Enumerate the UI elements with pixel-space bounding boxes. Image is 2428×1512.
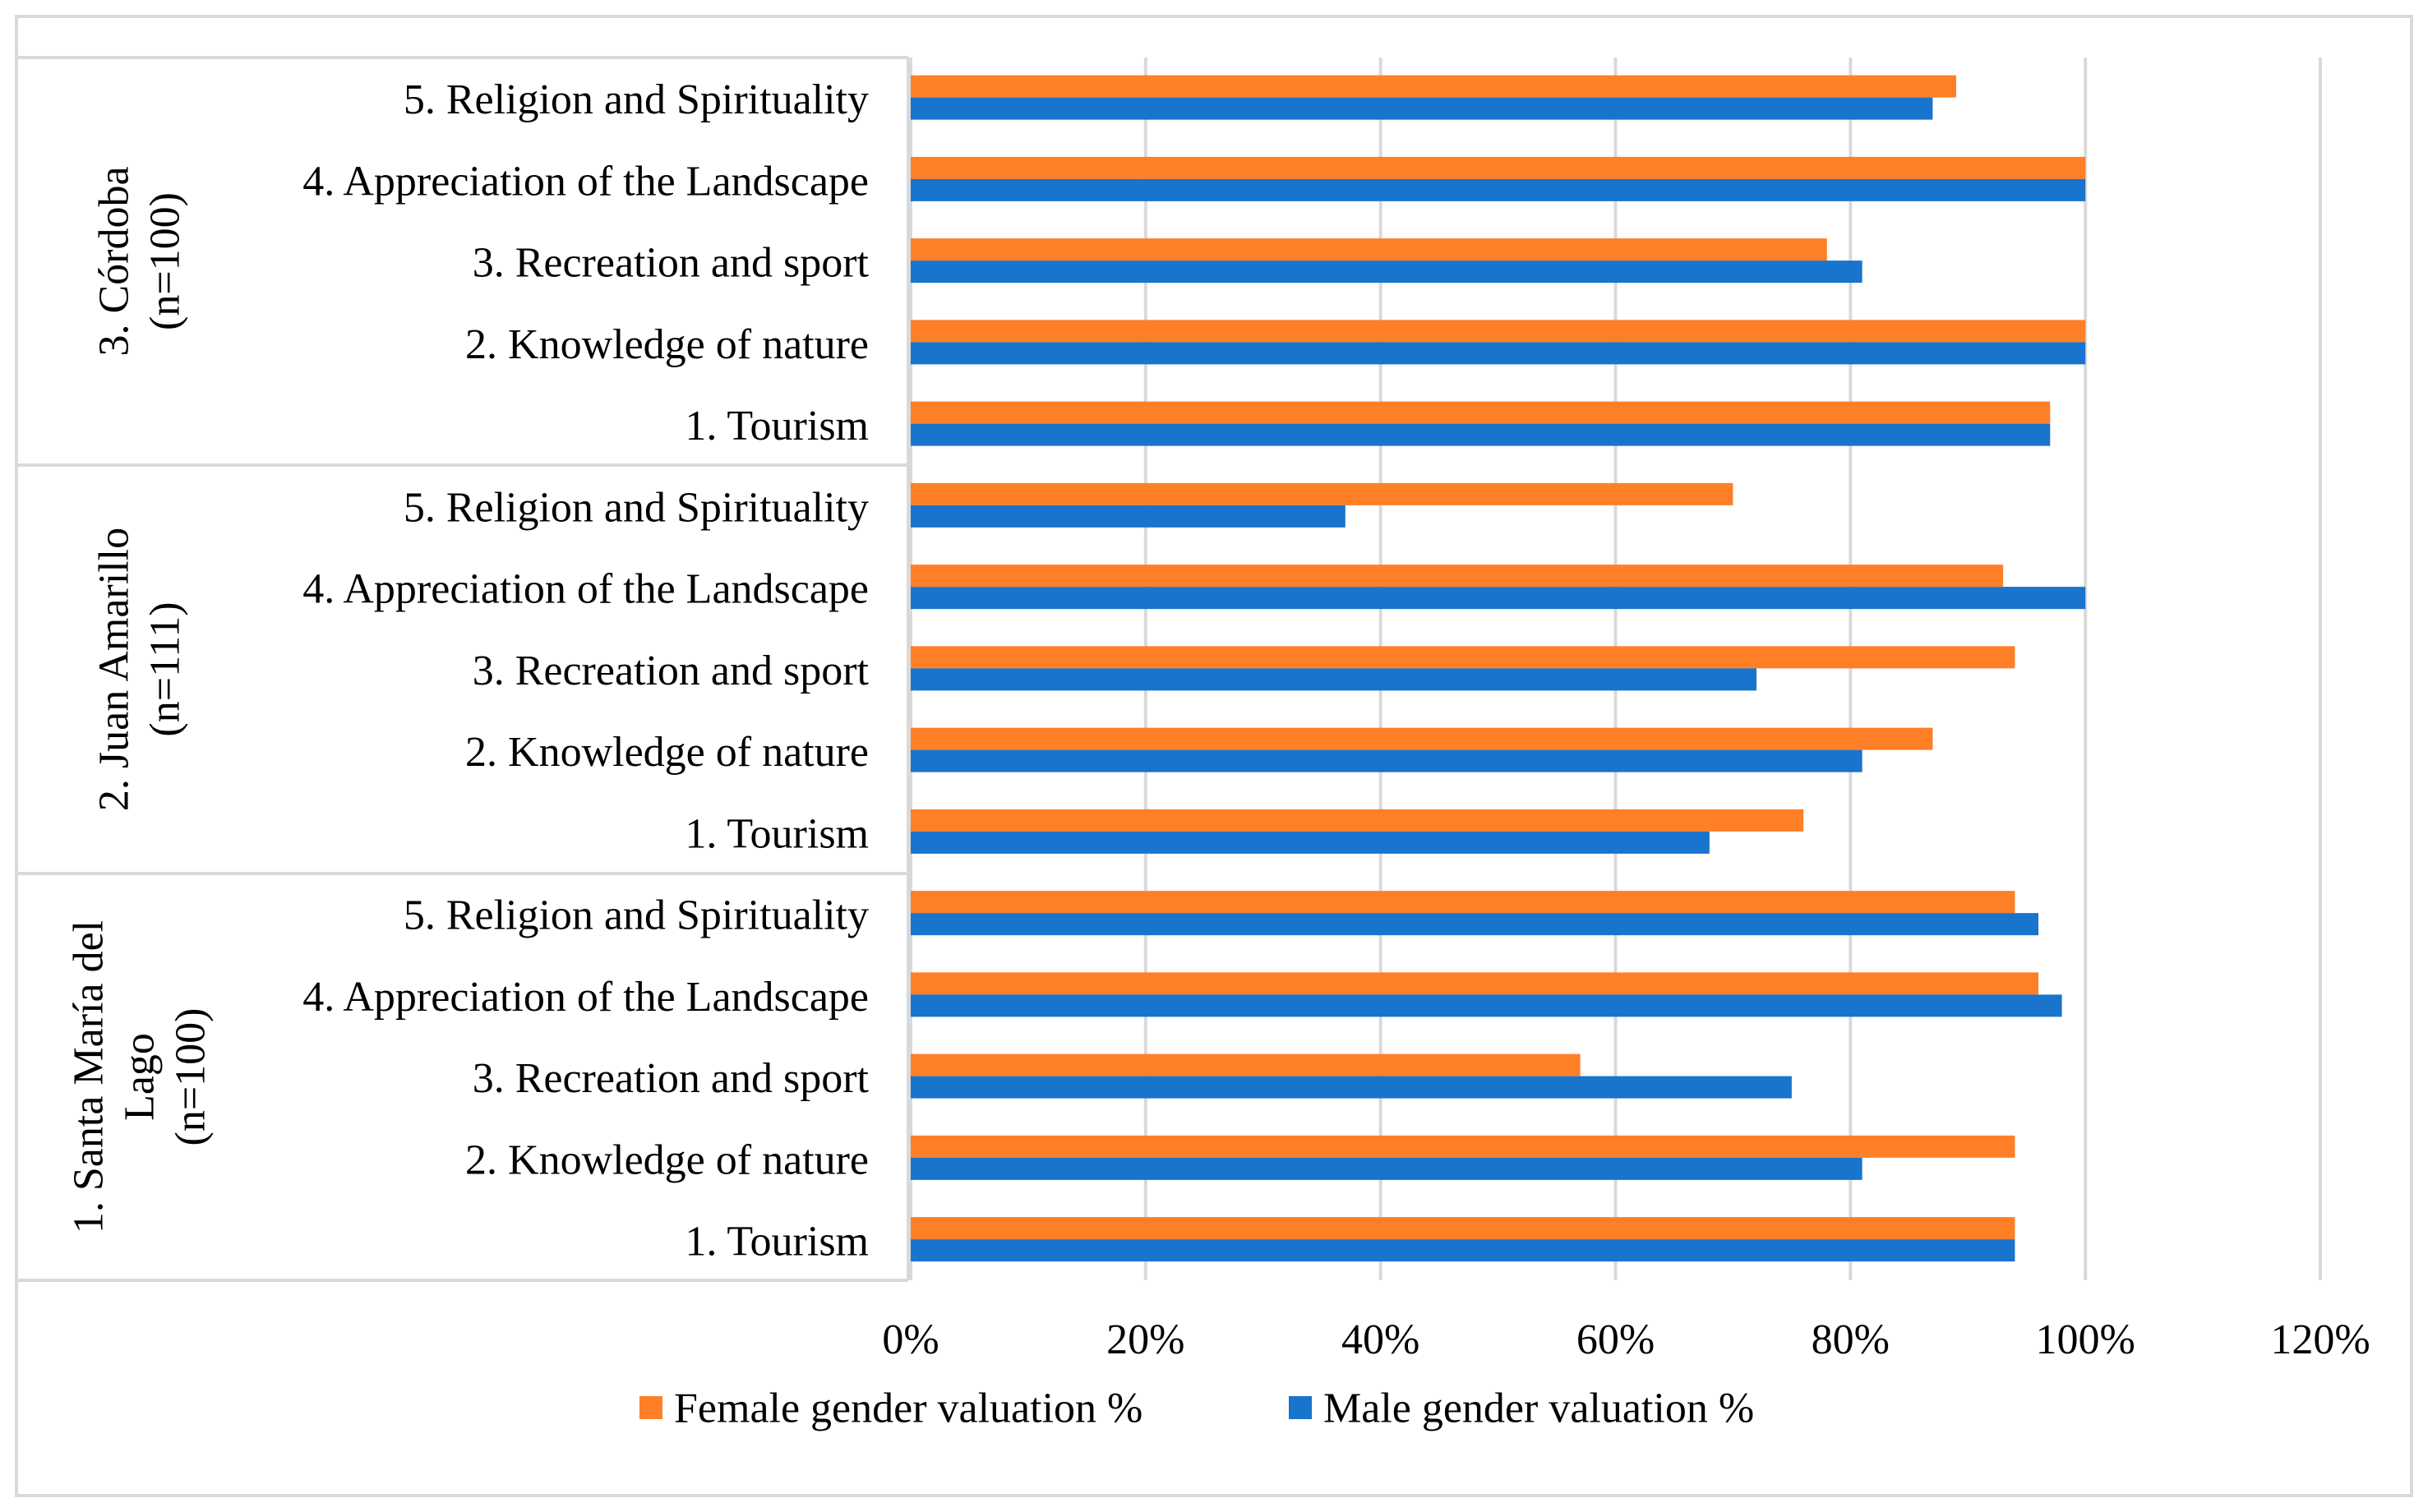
bar-male [911,178,2086,201]
chart-frame [15,15,2413,1497]
bars [911,75,2086,1262]
bar-male [911,342,2086,365]
x-tick-label: 0% [882,1316,939,1363]
group-label: (n=100) [142,192,189,330]
bar-female [911,1053,1581,1076]
category-label: 2. Knowledge of nature [465,321,869,368]
bar-female [911,646,2015,669]
legend-label: Male gender valuation % [1323,1385,1754,1432]
bar-male [911,505,1346,528]
bar-female [911,972,2038,995]
bar-female [911,1217,2015,1240]
bar-male [911,749,1863,772]
group-label: 1. Santa María del [66,920,113,1233]
bar-female [911,156,2086,179]
bar-female [911,809,1804,832]
legend-swatch [1289,1396,1312,1419]
bar-male [911,587,2086,610]
category-label: 5. Religion and Spirituality [404,76,869,123]
category-label: 4. Appreciation of the Landscape [302,158,869,205]
category-label: 1. Tourism [685,1219,869,1265]
bar-female [911,75,1956,98]
category-label: 2. Knowledge of nature [465,1136,869,1183]
bar-female [911,320,2086,343]
x-tick-label: 60% [1576,1316,1655,1363]
category-label: 1. Tourism [685,810,869,857]
group-label: (n=111) [142,602,189,736]
bar-male [911,1076,1792,1099]
group-label: Lago [117,1033,164,1121]
x-axis-tick-labels: 0% 20% 40% 60% 80% 100% 120% [882,1316,2370,1363]
bar-male [911,1239,2015,1262]
bar-male [911,260,1863,284]
bar-male [911,913,2038,936]
bar-female [911,891,2015,914]
category-label: 3. Recreation and sport [473,648,870,694]
category-label: 3. Recreation and sport [473,1055,870,1102]
category-label: 4. Appreciation of the Landscape [302,974,869,1021]
category-label: 5. Religion and Spirituality [404,892,869,939]
bar-male [911,423,2051,446]
x-tick-label: 20% [1106,1316,1184,1363]
bar-female [911,1135,2015,1158]
bar-female [911,401,2051,424]
legend-swatch [639,1396,662,1419]
group-labels: 3. Córdoba (n=100)2. Juan Amarillo (n=111)… [66,166,215,1233]
bar-female [911,482,1733,505]
category-label: 5. Religion and Spirituality [404,484,869,531]
bar-male [911,831,1710,854]
bar-male [911,97,1933,120]
legend-label: Female gender valuation % [674,1385,1142,1432]
bar-female [911,565,2004,588]
category-label: 2. Knowledge of nature [465,729,869,776]
bar-male [911,1157,1863,1180]
group-label: 3. Córdoba [91,166,138,356]
category-label: 3. Recreation and sport [473,240,870,287]
legend: Female gender valuation % Male gender val… [639,1385,1754,1432]
group-label: 2. Juan Amarillo [91,528,138,811]
category-label: 4. Appreciation of the Landscape [302,566,869,613]
category-labels: 1. Tourism 2. Knowledge of nature 3. Recre… [302,76,869,1265]
bar-male [911,668,1756,691]
x-tick-label: 120% [2270,1316,2370,1363]
category-label: 1. Tourism [685,403,869,449]
bar-female [911,238,1827,261]
bar-male [911,994,2062,1017]
x-tick-label: 80% [1812,1316,1890,1363]
bar-female [911,727,1933,750]
group-label: (n=100) [168,1008,215,1146]
x-tick-label: 100% [2036,1316,2135,1363]
x-tick-label: 40% [1341,1316,1419,1363]
